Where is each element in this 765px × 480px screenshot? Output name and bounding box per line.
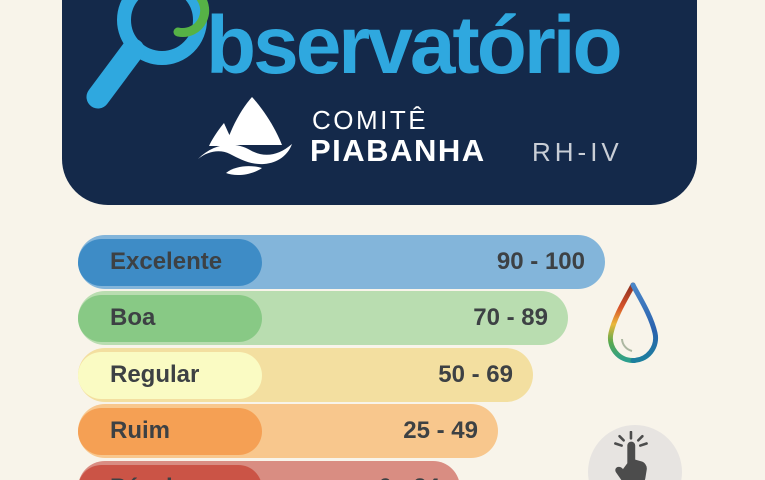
scale-range: 25 - 49	[403, 417, 478, 444]
water-drop-icon	[607, 282, 659, 364]
drop-inner-arc	[621, 338, 633, 352]
tap-hand	[615, 441, 647, 480]
scale-row-pessima: 0 - 24 Péssima	[78, 461, 460, 480]
scale-label-pill: Excelente	[78, 238, 262, 286]
scale-label-pill: Boa	[78, 294, 262, 342]
tap-rays	[614, 431, 648, 447]
green-swoosh	[173, 0, 210, 37]
logo-small-peak	[209, 123, 234, 146]
scale-range: 50 - 69	[438, 361, 513, 388]
scale-row-regular: 50 - 69 Regular	[78, 348, 533, 402]
committee-name-line2: PIABANHA	[310, 133, 486, 168]
logo-big-peak	[226, 97, 282, 145]
drop-outline-right	[630, 282, 659, 364]
scale-range: 70 - 89	[473, 304, 548, 331]
scale-range: 0 - 24	[379, 461, 440, 480]
comite-piabanha-logo-icon	[198, 97, 292, 176]
drop-outline-left	[607, 282, 636, 364]
magnifier-handle	[86, 38, 145, 109]
logo-wave	[198, 144, 292, 165]
region-code: RH-IV	[532, 137, 623, 167]
brand-title: bservatório	[206, 0, 623, 91]
scale-label: Boa	[110, 304, 156, 331]
scale-range: 90 - 100	[496, 248, 585, 275]
scale-label: Péssima	[110, 474, 207, 480]
magnifier-o-icon	[86, 0, 210, 109]
scale-label: Regular	[110, 361, 200, 388]
scale-label-pill: Péssima	[78, 464, 262, 480]
logo-wave-small	[226, 166, 262, 176]
scale-row-ruim: 25 - 49 Ruim	[78, 404, 498, 458]
scale-label: Excelente	[110, 248, 223, 275]
scale-label-pill: Regular	[78, 351, 262, 399]
committee-name-line1: COMITÊ	[312, 105, 429, 135]
scale-label-pill: Ruim	[78, 407, 262, 455]
scale-label: Ruim	[110, 417, 170, 444]
header-banner	[62, 0, 697, 205]
scale-row-excelente: 90 - 100 Excelente	[78, 235, 605, 289]
scale-row-boa: 70 - 89 Boa	[78, 291, 568, 345]
tap-hand-icon	[614, 431, 648, 480]
